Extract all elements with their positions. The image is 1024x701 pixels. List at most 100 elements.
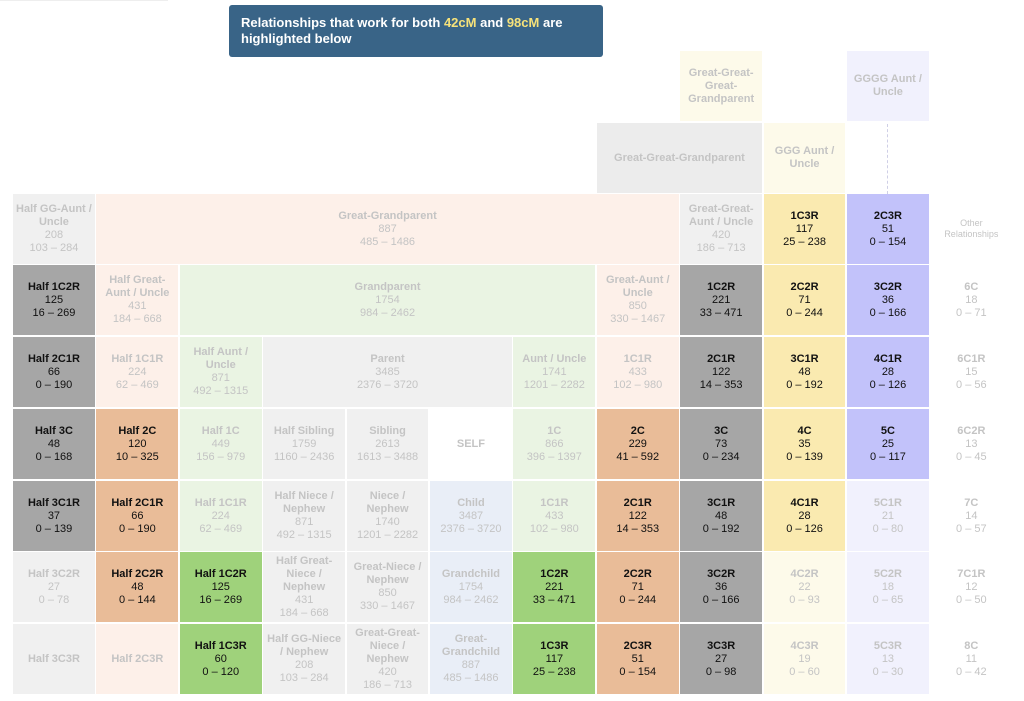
cell-3c2r-bottom: 3C2R 36 0 – 166 [680,552,763,622]
cell-cm-value: 1754 [458,580,484,593]
cell-cm-value: 433 [628,365,647,378]
cell-cm-value: 449 [211,437,230,450]
cell-cm-value: 431 [294,593,314,606]
cell-title: Aunt / Uncle [522,352,587,365]
cell-cm-value: 1754 [375,293,400,306]
cell-cm-value: 229 [628,437,647,450]
cell-1c1r-top: 1C1R 433 102 – 980 [596,337,679,407]
cell-cm-range: 0 – 60 [789,665,820,678]
cell-half-great-aunt-uncle: Half Great-Aunt / Uncle 431 184 – 668 [96,265,179,335]
cell-cm-value: 224 [128,365,147,378]
cell-3c: 3C 73 0 – 234 [680,409,763,479]
cell-cm-value: 122 [711,365,731,378]
cell-cm-range: 0 – 190 [35,378,73,391]
cell-8c: 8C 11 0 – 42 [930,624,1013,694]
cell-title: 8C [964,639,979,652]
cell-cm-value: 21 [881,509,895,522]
cell-cm-value: 850 [628,300,647,312]
cell-cm-range: 16 – 269 [32,306,76,319]
cell-title: Half 1C2R [194,567,247,580]
cell-cm-value: 36 [715,580,728,593]
cell-title: Great-Great-Aunt / Uncle [688,203,754,228]
cell-cm-value: 66 [47,365,61,378]
cell-cm-range: 0 – 192 [786,378,823,391]
cell-cm-range: 62 – 469 [199,522,243,535]
cell-cm-range: 330 – 1467 [360,600,416,612]
cell-title: 1C1R [540,496,569,509]
cell-title: 1C1R [623,352,652,365]
cell-title: 3C2R [873,280,902,293]
cell-title: 3C2R [707,567,736,580]
cell-cm-value: 27 [715,652,728,665]
cell-cm-value: 13 [881,652,895,665]
highlight-banner: Relationships that work for both 42cM an… [229,5,603,57]
cell-title: Half 1C [201,424,240,437]
cell-half-2c2r: Half 2C2R 48 0 – 144 [96,552,179,622]
cell-cm-value: 2613 [375,437,400,450]
cell-cm-value: 18 [881,580,895,593]
cell-great-great-niece-nephew: Great-Great-Niece / Nephew 420 186 – 713 [346,624,429,694]
cell-cm-range: 33 – 471 [699,306,743,319]
cell-niece-nephew: Niece / Nephew 1740 1201 – 2282 [346,481,429,551]
cell-great-aunt-uncle: Great-Aunt / Uncle 850 330 – 1467 [596,265,679,335]
cell-great-great-aunt-uncle: Great-Great-Aunt / Uncle 420 186 – 713 [680,194,763,264]
cell-title: Half 1C1R [111,352,164,365]
cell-cm-range: 186 – 713 [363,678,412,691]
cell-cm-range: 0 – 168 [35,450,73,463]
cell-title: Half 2C2R [111,567,164,580]
cell-title: Half 1C1R [194,496,247,509]
cell-title: Grandparent [354,280,421,293]
cell-cm-range: 0 – 42 [956,665,987,678]
cell-4c1r-bottom: 4C1R 28 0 – 126 [763,481,846,551]
cell-title: Half 2C3R [111,652,164,665]
cell-title: 6C2R [957,424,986,437]
cell-cm-range: 184 – 668 [279,606,329,619]
cell-cm-value: 871 [211,372,230,384]
cell-cm-range: 0 – 166 [869,306,907,319]
cell-title: Half GG-Niece / Nephew [267,633,342,658]
cell-title: Other Relationships [944,218,999,239]
cell-cm-range: 102 – 980 [613,378,663,391]
cell-cm-range: 186 – 713 [696,242,746,254]
cell-title: Half 3C3R [27,652,80,665]
cell-cm-value: 71 [798,293,811,306]
cell-2c1r-bottom: 2C1R 122 14 – 353 [596,481,679,551]
cell-title: 4C2R [790,567,819,580]
cell-7c1r: 7C1R 12 0 – 50 [930,552,1013,622]
cell-cm-range: 16 – 269 [199,593,243,606]
cell-title: 1C3R [790,209,819,222]
cell-5c2r: 5C2R 18 0 – 65 [847,552,929,622]
cell-title: 5C2R [873,567,902,580]
cell-cm-value: 887 [378,222,397,235]
cell-title: 5C [880,424,895,437]
cell-1c1r-bottom: 1C1R 433 102 – 980 [513,481,596,551]
cell-title: Great-Great-Grandparent [614,151,745,164]
cell-cm-value: 125 [44,293,64,306]
cell-cm-value: 221 [545,580,564,593]
cell-cm-value: 11 [965,652,978,665]
cell-cm-range: 1201 – 2282 [356,529,419,541]
cell-3c1r-bottom: 3C1R 48 0 – 192 [680,481,763,551]
cell-cm-range: 103 – 284 [279,672,329,684]
cell-title: 7C [964,496,979,509]
cell-cm-range: 984 – 2462 [443,593,499,606]
cell-cm-range: 184 – 668 [112,313,162,325]
cell-title: 1C3R [540,639,569,652]
cell-4c2r: 4C2R 22 0 – 93 [763,552,846,622]
cell-title: 5C1R [873,496,902,509]
cell-title: Half 3C [34,424,73,437]
cell-title: 6C [964,280,979,293]
cell-cm-value: 51 [881,222,895,235]
cell-4c1r-top: 4C1R 28 0 – 126 [847,337,929,407]
cell-cm-range: 330 – 1467 [610,313,666,325]
cell-cm-value: 36 [881,293,895,306]
cell-cm-value: 221 [711,293,731,306]
cell-cm-value: 48 [715,509,728,522]
cell-1c2r-top: 1C2R 221 33 – 471 [680,265,763,335]
cell-cm-value: 433 [545,509,564,522]
cell-cm-range: 0 – 154 [869,235,907,248]
cell-cm-range: 0 – 56 [956,378,987,391]
cell-title: Half 2C1R [27,352,80,365]
cell-title: 7C1R [957,567,986,580]
cell-sibling: Sibling 2613 1613 – 3488 [346,409,429,479]
